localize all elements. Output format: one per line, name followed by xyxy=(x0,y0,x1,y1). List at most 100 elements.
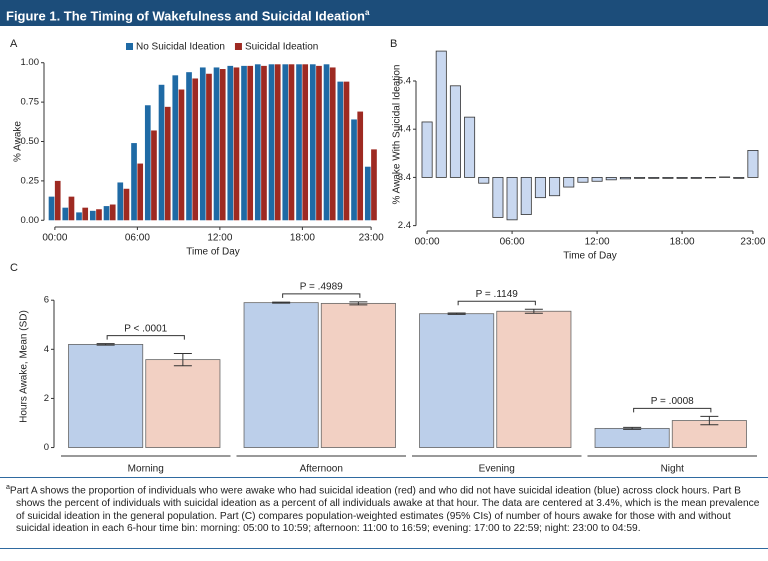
y-axis-title: % Awake xyxy=(13,121,24,162)
bar xyxy=(68,343,144,448)
error-bar xyxy=(173,352,192,367)
x-tick-label: 00:00 xyxy=(42,233,67,244)
bar xyxy=(243,302,319,448)
y-axis-title: Hours Awake, Mean (SD) xyxy=(19,310,30,423)
bar xyxy=(619,177,631,180)
bar xyxy=(117,182,124,221)
bar xyxy=(219,69,226,221)
bar xyxy=(296,64,302,221)
bar xyxy=(357,111,364,221)
y-axis-title: % Awake With Suicidal Ideation xyxy=(392,65,403,205)
bar xyxy=(89,210,96,221)
title: Figure 1. The Timing of Wakefulness and … xyxy=(6,8,365,24)
bar xyxy=(435,50,447,178)
legend-swatch xyxy=(126,43,133,50)
bar xyxy=(109,204,116,221)
legend-label: No Suicidal Ideation xyxy=(136,42,225,53)
bracket xyxy=(633,407,712,413)
error-bar xyxy=(96,343,115,346)
bar xyxy=(634,177,646,179)
bar xyxy=(323,64,330,221)
bar xyxy=(747,150,759,178)
bar xyxy=(419,313,495,448)
bar xyxy=(288,64,295,221)
bar xyxy=(172,75,179,221)
bracket xyxy=(106,335,185,340)
bar xyxy=(605,177,617,181)
bar xyxy=(320,302,396,448)
x-axis-title: Time of Day xyxy=(563,251,617,262)
bar xyxy=(158,84,165,221)
footnote-marker: a xyxy=(6,484,10,491)
bar xyxy=(151,130,157,221)
bar xyxy=(534,177,546,199)
bar xyxy=(274,64,281,221)
bar xyxy=(123,188,130,221)
title-note: a xyxy=(365,8,370,17)
bar xyxy=(704,177,716,179)
x-tick-label: 06:00 xyxy=(500,237,525,248)
bar xyxy=(103,206,110,221)
bar xyxy=(192,78,199,221)
y-tick-label: 2.4 xyxy=(398,220,411,231)
bracket xyxy=(282,293,361,298)
panel-label: B xyxy=(390,38,397,50)
y-tick-label: 3.4 xyxy=(398,172,411,183)
x-tick-label: Morning xyxy=(128,464,164,475)
bar xyxy=(343,81,350,221)
bar xyxy=(145,359,221,448)
bar xyxy=(549,177,561,197)
bar xyxy=(594,427,670,448)
y-tick-label: 6 xyxy=(44,295,49,306)
x-tick-label: 23:00 xyxy=(740,237,765,248)
bar xyxy=(309,64,316,221)
footnote: aPart A shows the proportion of individu… xyxy=(0,477,768,549)
y-tick-label: 5.4 xyxy=(398,75,411,86)
x-tick-label: 12:00 xyxy=(207,233,232,244)
bar xyxy=(76,212,82,221)
bar xyxy=(48,196,55,221)
bar xyxy=(648,177,660,179)
error-bar xyxy=(447,312,466,315)
error-bar xyxy=(623,426,642,430)
x-tick-label: Evening xyxy=(479,464,515,475)
bar xyxy=(591,177,603,182)
bar xyxy=(131,143,137,221)
bar xyxy=(82,207,89,221)
bar xyxy=(233,67,240,221)
bar xyxy=(449,85,461,178)
bracket xyxy=(457,300,536,306)
bar xyxy=(662,177,674,179)
bar xyxy=(690,177,702,179)
bar xyxy=(302,64,309,221)
bar xyxy=(492,177,504,218)
annotation: P = .0008 xyxy=(651,396,694,407)
bar xyxy=(496,310,572,448)
panel-label: A xyxy=(10,38,18,50)
bar xyxy=(421,121,433,178)
bar xyxy=(478,177,490,184)
annotation: P = .4989 xyxy=(300,282,343,293)
y-tick-label: 0.75 xyxy=(21,97,40,108)
y-tick-label: 0.25 xyxy=(21,175,40,186)
bar xyxy=(241,65,247,221)
bar xyxy=(351,119,357,221)
bar xyxy=(261,65,267,221)
y-tick-label: 0 xyxy=(44,442,49,453)
x-tick-label: 12:00 xyxy=(585,237,610,248)
y-tick-label: 0.00 xyxy=(21,215,40,226)
annotation: P = .1149 xyxy=(476,289,519,300)
bar xyxy=(254,64,261,221)
x-tick-label: Afternoon xyxy=(300,464,343,475)
bar xyxy=(247,65,254,221)
bar xyxy=(577,177,589,183)
bar xyxy=(337,81,344,221)
bar xyxy=(563,177,575,188)
x-tick-label: 23:00 xyxy=(359,233,384,244)
y-tick-label: 1.00 xyxy=(21,57,40,68)
bar xyxy=(316,65,322,221)
bar xyxy=(733,177,745,179)
error-bar xyxy=(700,415,719,426)
